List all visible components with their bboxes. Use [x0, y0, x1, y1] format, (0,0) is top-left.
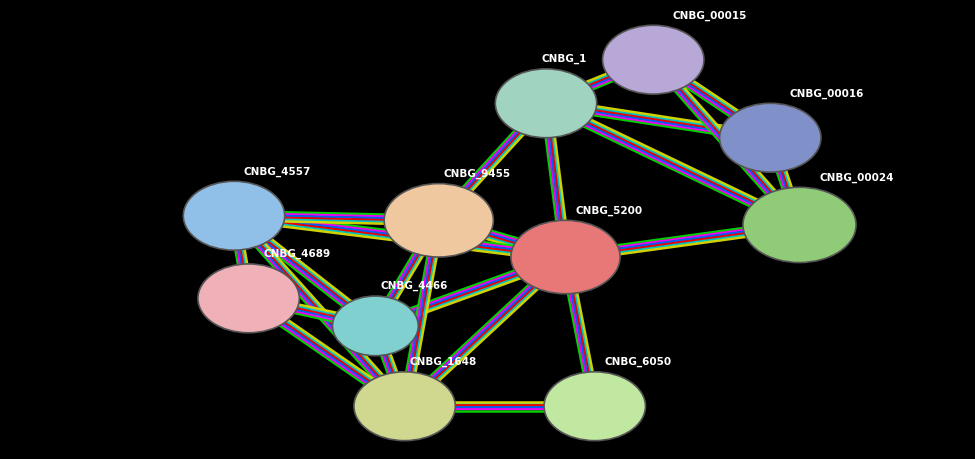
Ellipse shape [743, 187, 856, 263]
Text: CNBG_00024: CNBG_00024 [819, 173, 893, 183]
Ellipse shape [354, 372, 455, 441]
Text: CNBG_6050: CNBG_6050 [604, 357, 672, 367]
Text: CNBG_00015: CNBG_00015 [673, 11, 747, 21]
Ellipse shape [544, 372, 645, 441]
Ellipse shape [183, 181, 285, 250]
Ellipse shape [332, 296, 418, 356]
Ellipse shape [198, 264, 299, 333]
Text: CNBG_1: CNBG_1 [541, 54, 587, 64]
Ellipse shape [720, 103, 821, 172]
Text: CNBG_1648: CNBG_1648 [410, 357, 477, 367]
Text: CNBG_9455: CNBG_9455 [444, 169, 511, 179]
Text: CNBG_4466: CNBG_4466 [380, 281, 448, 291]
Ellipse shape [495, 69, 597, 138]
Text: CNBG_4689: CNBG_4689 [263, 249, 331, 259]
Text: CNBG_5200: CNBG_5200 [575, 206, 643, 216]
Ellipse shape [603, 25, 704, 94]
Ellipse shape [511, 220, 620, 294]
Text: CNBG_4557: CNBG_4557 [244, 167, 311, 177]
Ellipse shape [384, 184, 493, 257]
Text: CNBG_00016: CNBG_00016 [790, 89, 864, 99]
